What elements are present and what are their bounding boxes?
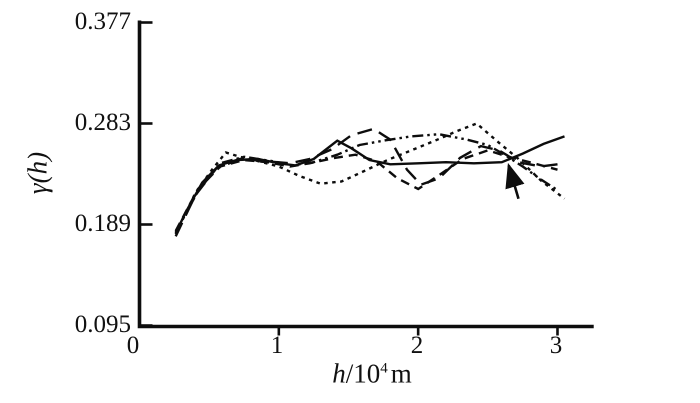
x-tick-label: 2	[410, 332, 424, 359]
x-tick-label: 1	[270, 332, 284, 359]
y-tick-label: 0.377	[74, 8, 131, 35]
y-tick-label: 0.189	[74, 210, 131, 237]
arrow-annotation	[505, 162, 525, 200]
x-axis-divider: /10	[345, 358, 381, 389]
axes	[137, 20, 594, 329]
x-tick-label: 3	[549, 332, 563, 359]
x-axis-symbol: h	[332, 358, 346, 389]
x-tick-label: 0	[126, 332, 140, 359]
x-axis-title: h/104 m	[332, 359, 412, 390]
series-solid	[174, 135, 565, 234]
series-long-dash	[174, 127, 558, 237]
y-tick-label: 0.283	[74, 109, 131, 136]
x-axis-unit: m	[390, 358, 412, 389]
x-axis-exponent: 4	[380, 360, 388, 377]
series-medium-dash	[174, 149, 558, 232]
series-dash-dot-dot	[174, 132, 559, 233]
series-short-dash	[174, 122, 566, 235]
y-tick-label: 0.095	[74, 311, 131, 338]
y-axis-title: γ(h)	[22, 151, 53, 195]
